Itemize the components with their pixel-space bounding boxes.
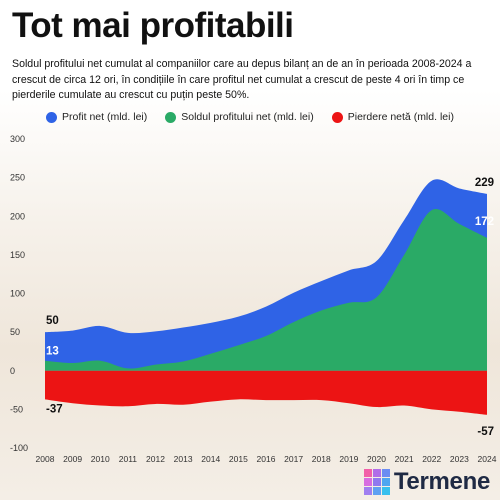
legend-swatch-pierdere	[331, 111, 343, 123]
x-tick-label: 2011	[119, 454, 138, 464]
chart-subtitle: Soldul profitului net cumulat al compani…	[12, 58, 472, 101]
y-tick-label: 0	[10, 366, 15, 376]
x-tick-label: 2017	[284, 454, 303, 464]
brand: Termene	[363, 468, 490, 496]
y-tick-label: 100	[10, 289, 25, 299]
area-series-pierdere	[45, 370, 487, 415]
x-tick-label: 2012	[146, 454, 165, 464]
x-tick-label: 2009	[63, 454, 82, 464]
data-label-sold-first: 13	[46, 346, 59, 358]
x-tick-label: 2020	[367, 454, 386, 464]
x-tick-label: 2019	[339, 454, 358, 464]
x-tick-label: 2018	[312, 454, 331, 464]
area-series-sold	[45, 208, 487, 371]
x-tick-label: 2021	[395, 454, 414, 464]
chart-title: Tot mai profitabili	[12, 6, 294, 45]
legend-swatch-profit	[46, 111, 58, 123]
legend-item-profit: Profit net (mld. lei)	[46, 111, 147, 123]
legend-item-sold: Soldul profitului net (mld. lei)	[165, 111, 314, 123]
x-tick-label: 2014	[201, 454, 220, 464]
y-tick-label: 200	[10, 211, 25, 221]
data-label-pierdere-last: -57	[477, 426, 494, 438]
data-label-profit-last: 229	[475, 177, 494, 189]
chart-legend: Profit net (mld. lei) Soldul profitului …	[0, 111, 500, 123]
legend-label-profit: Profit net (mld. lei)	[62, 111, 148, 123]
data-label-sold-last: 172	[475, 216, 494, 228]
legend-swatch-sold	[165, 111, 177, 123]
x-tick-label: 2023	[450, 454, 469, 464]
x-tick-label: 2022	[422, 454, 441, 464]
legend-label-sold: Soldul profitului net (mld. lei)	[181, 111, 314, 123]
y-tick-label: 300	[10, 134, 25, 144]
data-label-pierdere-first: -37	[46, 403, 63, 415]
x-tick-label: 2015	[229, 454, 248, 464]
data-label-profit-first: 50	[46, 315, 59, 327]
y-tick-label: 150	[10, 250, 25, 260]
y-tick-label: -100	[10, 443, 28, 453]
y-tick-label: -50	[10, 404, 23, 414]
legend-label-pierdere: Pierdere netă (mld. lei)	[347, 111, 454, 123]
x-tick-label: 2008	[36, 454, 55, 464]
x-tick-label: 2010	[91, 454, 110, 464]
y-tick-label: 50	[10, 327, 20, 337]
x-tick-label: 2013	[174, 454, 193, 464]
brand-name: Termene	[393, 468, 490, 495]
termene-logo-icon	[363, 469, 390, 495]
x-tick-label: 2016	[257, 454, 276, 464]
y-tick-label: 250	[10, 173, 25, 183]
legend-item-pierdere: Pierdere netă (mld. lei)	[331, 111, 454, 123]
x-tick-label: 2024	[478, 454, 497, 464]
